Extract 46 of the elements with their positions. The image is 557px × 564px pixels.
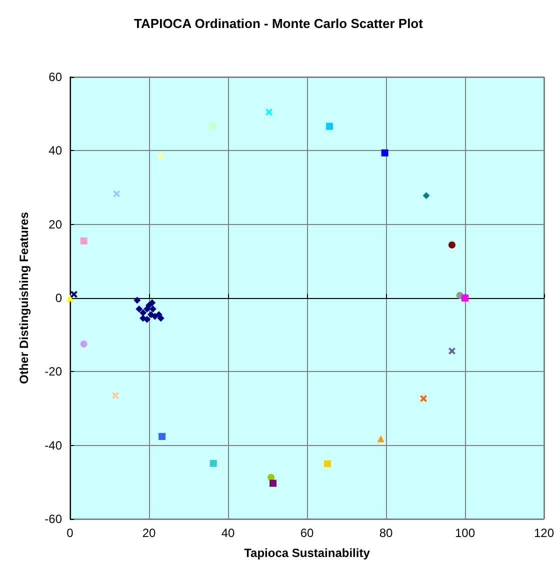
point [326,122,334,130]
point [148,299,156,306]
point [66,294,74,302]
y-tick-label: -60 [44,512,62,526]
point [158,432,166,440]
x-tick-label: 80 [379,526,393,540]
x-tick-label: 0 [66,526,74,540]
y-axis-title: Other Distinguishing Features [17,212,31,384]
point [324,460,332,468]
x-tick-label: 20 [142,526,156,540]
y-tick-label: 20 [48,217,62,232]
point [422,192,430,200]
point [448,241,456,248]
point [270,480,277,487]
point [134,296,141,304]
point [268,474,275,481]
point [377,435,384,442]
y-tick-label: 60 [48,70,62,84]
point [149,306,156,313]
point [70,290,78,298]
y-tick-label: -20 [44,364,62,379]
point [157,152,164,159]
point [157,314,164,322]
y-tick-label: 40 [48,144,62,158]
point [266,108,273,116]
point [113,190,120,198]
point [448,348,456,355]
point [80,237,88,244]
x-axis-title: Tapioca Sustainability [244,546,370,560]
point [144,316,151,323]
y-tick-label: -40 [44,438,62,452]
x-tick-label: 40 [221,526,235,540]
point [461,294,468,302]
point [381,149,388,156]
x-tick-label: 60 [300,526,314,540]
point [140,309,147,316]
chart-title: TAPIOCA Ordination - Monte Carlo Scatter Plot [134,16,424,31]
point [420,395,428,402]
point [136,306,143,313]
point [80,340,88,348]
x-tick-label: 100 [454,526,476,540]
y-tick-label: 0 [55,291,62,305]
point [208,122,216,130]
x-tick-label: 120 [534,526,554,540]
point [210,460,217,467]
point [112,392,119,400]
